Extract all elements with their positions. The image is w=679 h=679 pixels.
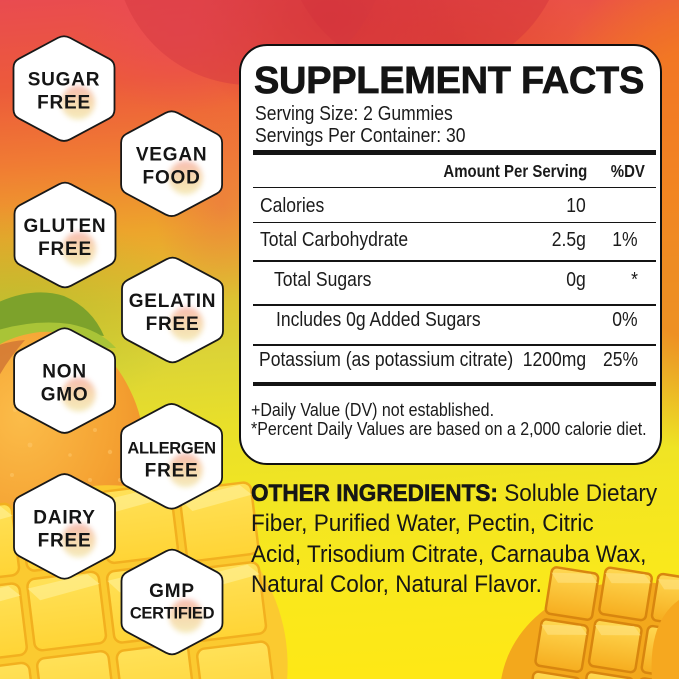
svg-text:CERTIFIED: CERTIFIED [130, 605, 215, 623]
svg-text:GELATIN: GELATIN [129, 291, 217, 312]
svg-text:GMO: GMO [41, 385, 89, 406]
svg-text:NON: NON [42, 362, 87, 383]
svg-text:GLUTEN: GLUTEN [24, 216, 107, 237]
svg-text:FOOD: FOOD [143, 168, 201, 189]
svg-text:FREE: FREE [146, 314, 200, 335]
svg-text:FREE: FREE [145, 460, 199, 481]
svg-text:VEGAN: VEGAN [136, 145, 208, 166]
svg-text:GMP: GMP [149, 581, 195, 602]
svg-text:DAIRY: DAIRY [33, 507, 95, 528]
svg-text:FREE: FREE [37, 93, 91, 114]
svg-text:FREE: FREE [38, 239, 92, 260]
svg-text:SUGAR: SUGAR [28, 70, 101, 91]
svg-text:ALLERGEN: ALLERGEN [127, 439, 215, 457]
svg-text:FREE: FREE [38, 530, 92, 551]
